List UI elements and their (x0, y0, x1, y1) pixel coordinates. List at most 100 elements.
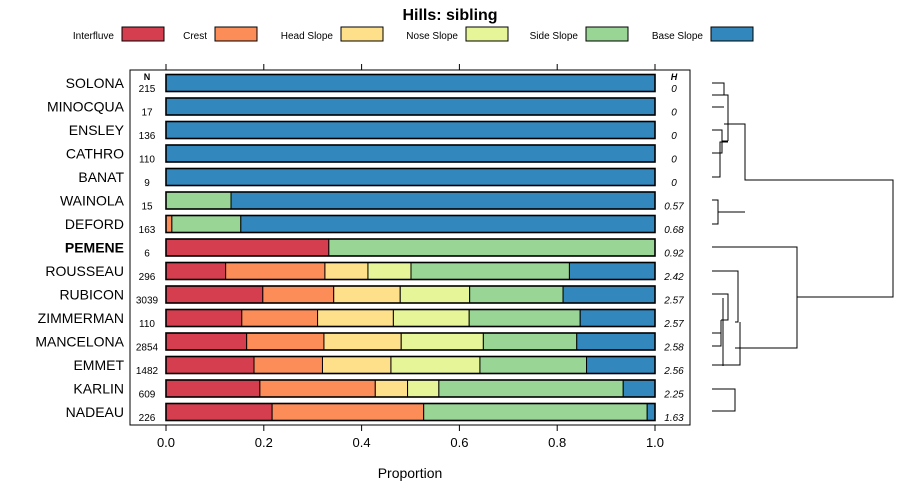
row-n-rousseau: 296 (139, 272, 156, 283)
row-h-minocqua: 0 (671, 108, 677, 119)
x-tick-label: 0.0 (157, 435, 175, 450)
dendrogram-branch-4 (712, 199, 719, 225)
bar-segment-emmet-0 (165, 356, 255, 374)
row-n-wainola: 15 (141, 202, 153, 213)
bar-segment-ensley-5 (165, 121, 656, 139)
row-n-emmet: 1482 (136, 366, 159, 377)
bar-segment-zimmerman-4 (468, 309, 581, 327)
bar-segment-mancelona-2 (323, 332, 402, 351)
row-label-rousseau: ROUSSEAU (45, 263, 124, 279)
bar-segment-emmet-4 (479, 356, 588, 374)
dendrogram-branch-2 (722, 94, 729, 142)
bar-segment-zimmerman-2 (317, 309, 394, 327)
bar-segment-karlin-1 (259, 379, 376, 398)
row-label-minocqua: MINOCQUA (47, 99, 125, 115)
dendrogram-branch-9 (712, 298, 741, 366)
bar-outline-rubicon (165, 285, 656, 304)
dendrogram-branch-7 (712, 293, 729, 321)
bar-segment-rubicon-1 (262, 285, 335, 304)
legend-label-1: Crest (183, 31, 207, 42)
bar-segment-deford-1 (165, 215, 173, 233)
bar-segment-rousseau-1 (225, 262, 326, 280)
bar-segment-rubicon-5 (562, 285, 656, 304)
x-tick-label: 0.8 (548, 435, 566, 450)
dendrogram-branch-5 (718, 123, 894, 298)
bar-segment-solona-5 (165, 74, 656, 92)
chart-title: Hills: sibling (402, 7, 497, 24)
bar-segment-wainola-4 (165, 191, 232, 210)
bar-segment-nadeau-1 (271, 403, 425, 421)
bar-segment-mancelona-3 (400, 332, 484, 351)
row-h-cathro: 0 (671, 155, 677, 166)
bar-segment-nadeau-5 (646, 403, 656, 421)
bar-outline-karlin (165, 379, 656, 398)
bar-segment-zimmerman-0 (165, 309, 243, 327)
x-tick-label: 0.2 (255, 435, 273, 450)
bar-segment-rousseau-0 (165, 262, 227, 280)
row-h-wainola: 0.57 (664, 202, 684, 213)
row-label-emmet: EMMET (73, 357, 124, 373)
bar-outline-banat (165, 167, 656, 187)
legend-swatch-4 (585, 26, 629, 42)
bar-outline-nadeau (165, 402, 656, 422)
bar-segment-karlin-2 (374, 379, 409, 398)
legend-label-3: Nose Slope (406, 31, 458, 42)
legend-swatch-5 (710, 26, 754, 42)
bar-segment-emmet-5 (586, 356, 656, 374)
bar-segment-zimmerman-5 (579, 309, 656, 327)
row-n-ensley: 136 (139, 131, 156, 142)
bar-segment-minocqua-5 (165, 97, 656, 116)
row-h-solona: 0 (671, 84, 677, 95)
row-label-wainola: WAINOLA (60, 193, 125, 209)
x-tick-label: 1.0 (646, 435, 664, 450)
bar-segment-emmet-3 (390, 356, 481, 374)
row-n-nadeau: 226 (139, 413, 156, 424)
bar-segment-mancelona-1 (246, 332, 325, 351)
row-h-deford: 0.68 (664, 225, 684, 236)
bar-outline-pemene (165, 238, 656, 257)
row-h-pemene: 0.92 (664, 249, 684, 260)
bar-segment-mancelona-0 (165, 332, 248, 351)
bar-segment-deford-4 (171, 215, 242, 233)
bar-segment-rousseau-3 (367, 262, 412, 280)
bar-segment-nadeau-4 (423, 403, 648, 421)
bar-outline-cathro (165, 144, 656, 163)
bar-segment-pemene-4 (328, 238, 656, 257)
dendrogram-branch-8 (712, 320, 722, 347)
row-label-ensley: ENSLEY (69, 122, 125, 138)
bar-segment-zimmerman-1 (241, 309, 319, 327)
row-label-karlin: KARLIN (73, 381, 124, 397)
row-label-solona: SOLONA (66, 75, 125, 91)
bar-segment-rubicon-3 (399, 285, 471, 304)
row-h-emmet: 2.56 (663, 366, 684, 377)
bar-segment-rubicon-0 (165, 285, 264, 304)
bar-segment-cathro-5 (165, 144, 656, 163)
row-h-rubicon: 2.57 (663, 296, 684, 307)
legend-swatch-2 (340, 26, 384, 42)
dendrogram-branch-0 (712, 82, 725, 108)
bar-outline-deford (165, 214, 656, 234)
bar-outline-wainola (165, 191, 656, 210)
bar-segment-mancelona-5 (576, 332, 656, 351)
legend-swatch-1 (214, 26, 258, 42)
bar-outline-ensley (165, 120, 656, 140)
bar-segment-rousseau-5 (568, 262, 656, 280)
bar-segment-nadeau-0 (165, 403, 273, 421)
bar-segment-rousseau-4 (410, 262, 570, 280)
bar-outline-mancelona (165, 332, 656, 351)
bar-segment-deford-5 (240, 215, 656, 233)
row-label-zimmerman: ZIMMERMAN (38, 310, 124, 326)
row-h-banat: 0 (671, 178, 677, 189)
bar-segment-karlin-0 (165, 379, 261, 398)
row-n-solona: 215 (139, 84, 156, 95)
bar-segment-pemene-0 (165, 238, 330, 257)
bar-segment-emmet-2 (321, 356, 392, 374)
bar-segment-banat-5 (165, 168, 656, 186)
bar-segment-karlin-3 (407, 379, 440, 398)
bar-segment-wainola-5 (230, 191, 656, 210)
row-n-rubicon: 3039 (136, 296, 159, 307)
row-n-karlin: 609 (139, 390, 156, 401)
row-n-banat: 9 (144, 178, 150, 189)
legend-swatch-0 (121, 26, 165, 42)
